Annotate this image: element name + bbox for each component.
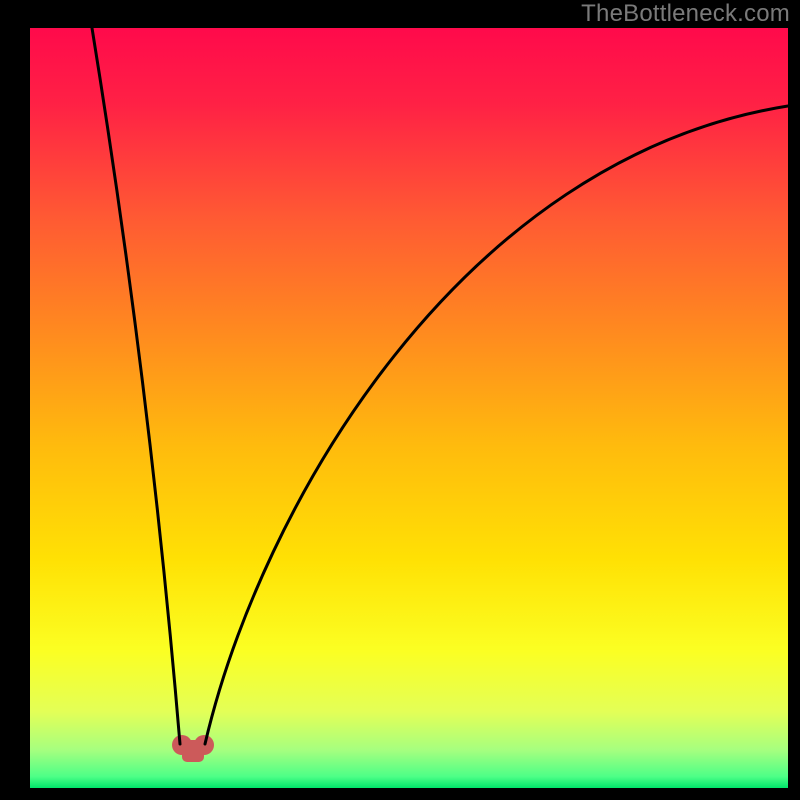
valley-rect <box>182 740 204 762</box>
chart-plot-area <box>30 28 788 788</box>
watermark-text: TheBottleneck.com <box>581 0 790 28</box>
chart-svg <box>30 28 788 788</box>
gradient-background <box>30 28 788 788</box>
